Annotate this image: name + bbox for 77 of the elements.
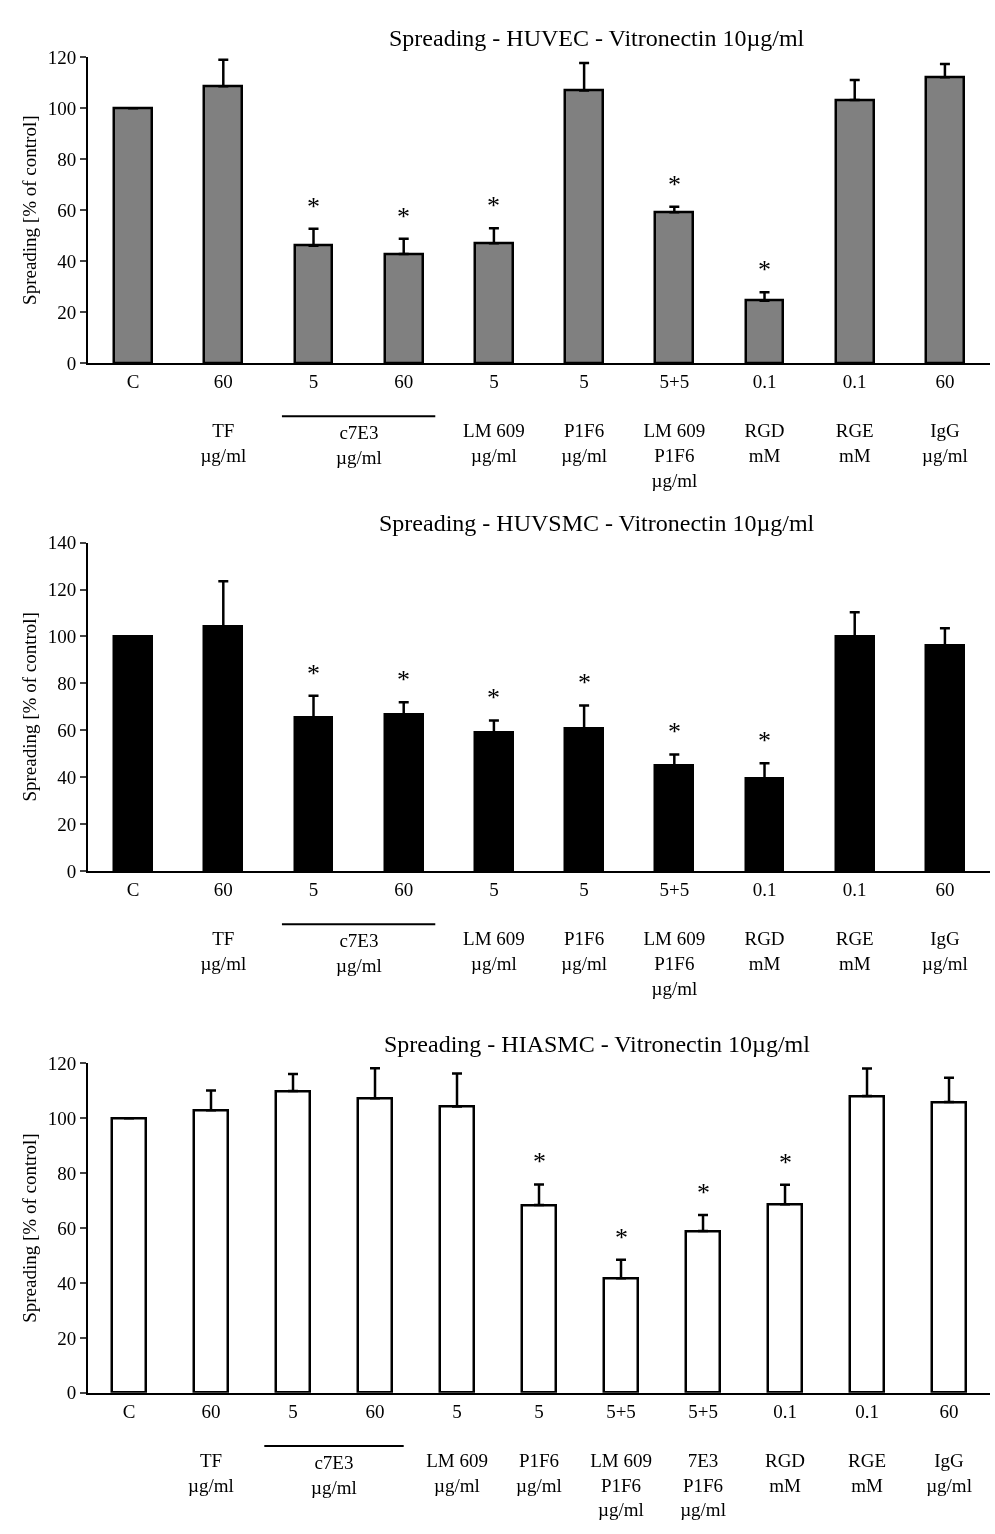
y-tick-label: 80 bbox=[57, 1162, 77, 1184]
category-label: 5+5 LM 609 P1F6 µg/ml bbox=[643, 370, 706, 491]
category-label: 60 IgG µg/ml bbox=[926, 1400, 972, 1496]
chart-title: Spreading - HUVEC - Vitronectin 10µg/ml bbox=[389, 25, 805, 51]
category-label: 60 IgG µg/ml bbox=[922, 878, 968, 974]
annotation: * bbox=[487, 683, 500, 712]
category-label: 60 TF µg/ml bbox=[200, 878, 247, 974]
y-tick-label: 0 bbox=[66, 1382, 77, 1404]
category-label: 5 P1F6 µg/ml bbox=[561, 878, 608, 974]
text: c7E3 µg/ml bbox=[311, 1452, 357, 1498]
x-tick-label: 60 bbox=[394, 370, 414, 392]
annotation: * bbox=[758, 255, 771, 284]
x-tick-label: C bbox=[122, 1400, 136, 1422]
category-label: 5 LM 609 µg/ml bbox=[463, 878, 525, 974]
annotation: * bbox=[697, 1178, 710, 1207]
category-label: 0.1 RGE mM bbox=[848, 1400, 887, 1496]
x-tick-label: 5 bbox=[308, 878, 319, 900]
y-tick-label: 60 bbox=[57, 719, 77, 741]
annotation: * bbox=[779, 1148, 792, 1177]
x-tick-label: 5 bbox=[288, 1400, 298, 1422]
annotation: * bbox=[307, 659, 320, 688]
category-label: 5 LM 609 µg/ml bbox=[463, 370, 525, 466]
y-tick-label: 100 bbox=[47, 97, 77, 119]
y-tick-label: 100 bbox=[47, 626, 77, 648]
x-tick-label: 60 bbox=[394, 878, 414, 900]
category-label: 0.1 RGD mM bbox=[744, 878, 785, 974]
annotation: * bbox=[397, 202, 410, 231]
y-tick-label: 120 bbox=[47, 46, 77, 68]
category-label: 5+5 LM 609 P1F6 µg/ml bbox=[590, 1400, 652, 1521]
y-tick-label: 140 bbox=[47, 532, 77, 554]
y-tick-label: 20 bbox=[57, 301, 77, 323]
category-label: 5 LM 609 µg/ml bbox=[426, 1400, 488, 1496]
y-tick-label: 60 bbox=[57, 199, 77, 221]
y-tick-label: 0 bbox=[66, 352, 77, 374]
category-label: 5+5 7E3 P1F6 µg/ml bbox=[680, 1400, 726, 1521]
y-tick-label: 20 bbox=[57, 1327, 77, 1349]
y-tick-label: 20 bbox=[57, 813, 77, 835]
category-label: 5 P1F6 µg/ml bbox=[561, 370, 608, 466]
category-label: 0.1 RGE mM bbox=[835, 878, 874, 974]
text: c7E3 µg/ml bbox=[336, 930, 382, 976]
y-tick-label: 0 bbox=[66, 860, 77, 882]
annotation: * bbox=[307, 192, 320, 221]
y-tick-label: 80 bbox=[57, 148, 77, 170]
y-tick-label: 40 bbox=[57, 1272, 77, 1294]
annotation: * bbox=[615, 1223, 628, 1252]
x-tick-label: C bbox=[126, 370, 140, 392]
category-label: 60 TF µg/ml bbox=[200, 370, 247, 466]
x-tick-label: 60 bbox=[365, 1400, 385, 1422]
y-tick-label: 60 bbox=[57, 1217, 77, 1239]
y-tick-label: 80 bbox=[57, 673, 77, 695]
annotation: * bbox=[578, 668, 591, 697]
y-axis-title: Spreading [% of control] bbox=[19, 115, 41, 305]
chart-title: Spreading - HUVSMC - Vitronectin 10µg/ml bbox=[379, 510, 815, 536]
category-label: 60 TF µg/ml bbox=[188, 1400, 234, 1496]
annotation: * bbox=[397, 665, 410, 694]
category-label: 5+5 LM 609 P1F6 µg/ml bbox=[643, 878, 706, 999]
category-label: 0.1 RGE mM bbox=[835, 370, 874, 466]
annotation: * bbox=[668, 717, 681, 746]
y-axis-title: Spreading [% of control] bbox=[19, 612, 41, 802]
y-tick-label: 40 bbox=[57, 250, 77, 272]
y-axis-title: Spreading [% of control] bbox=[19, 1133, 41, 1323]
category-label: 5 P1F6 µg/ml bbox=[516, 1400, 562, 1496]
y-tick-label: 40 bbox=[57, 766, 77, 788]
annotation: * bbox=[668, 170, 681, 199]
annotation: * bbox=[487, 191, 500, 220]
chart-title: Spreading - HIASMC - Vitronectin 10µg/ml bbox=[384, 1031, 811, 1057]
text: c7E3 µg/ml bbox=[336, 422, 382, 468]
category-label: 0.1 RGD mM bbox=[764, 1400, 806, 1496]
category-label: 0.1 RGD mM bbox=[744, 370, 785, 466]
x-tick-label: 5 bbox=[308, 370, 319, 392]
category-label: 60 IgG µg/ml bbox=[922, 370, 968, 466]
x-tick-label: C bbox=[126, 878, 140, 900]
y-tick-label: 120 bbox=[47, 1053, 77, 1075]
y-tick-label: 120 bbox=[47, 579, 77, 601]
annotation: * bbox=[533, 1147, 546, 1176]
annotation: * bbox=[758, 726, 771, 755]
y-tick-label: 100 bbox=[47, 1107, 77, 1129]
